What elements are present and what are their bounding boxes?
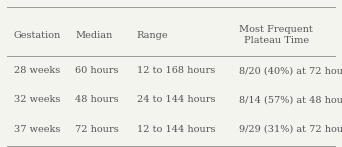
Text: 8/14 (57%) at 48 hours: 8/14 (57%) at 48 hours <box>239 95 342 105</box>
Text: 12 to 144 hours: 12 to 144 hours <box>137 125 215 134</box>
Text: 60 hours: 60 hours <box>75 66 119 75</box>
Text: Most Frequent
Plateau Time: Most Frequent Plateau Time <box>239 25 313 45</box>
Text: Range: Range <box>137 31 168 40</box>
Text: 37 weeks: 37 weeks <box>14 125 60 134</box>
Text: 12 to 168 hours: 12 to 168 hours <box>137 66 215 75</box>
Text: 8/20 (40%) at 72 hours: 8/20 (40%) at 72 hours <box>239 66 342 75</box>
Text: Median: Median <box>75 31 113 40</box>
Text: 9/29 (31%) at 72 hours: 9/29 (31%) at 72 hours <box>239 125 342 134</box>
Text: 48 hours: 48 hours <box>75 95 119 105</box>
Text: 72 hours: 72 hours <box>75 125 119 134</box>
Text: 32 weeks: 32 weeks <box>14 95 60 105</box>
Text: Gestation: Gestation <box>14 31 61 40</box>
Text: 24 to 144 hours: 24 to 144 hours <box>137 95 215 105</box>
Text: 28 weeks: 28 weeks <box>14 66 60 75</box>
